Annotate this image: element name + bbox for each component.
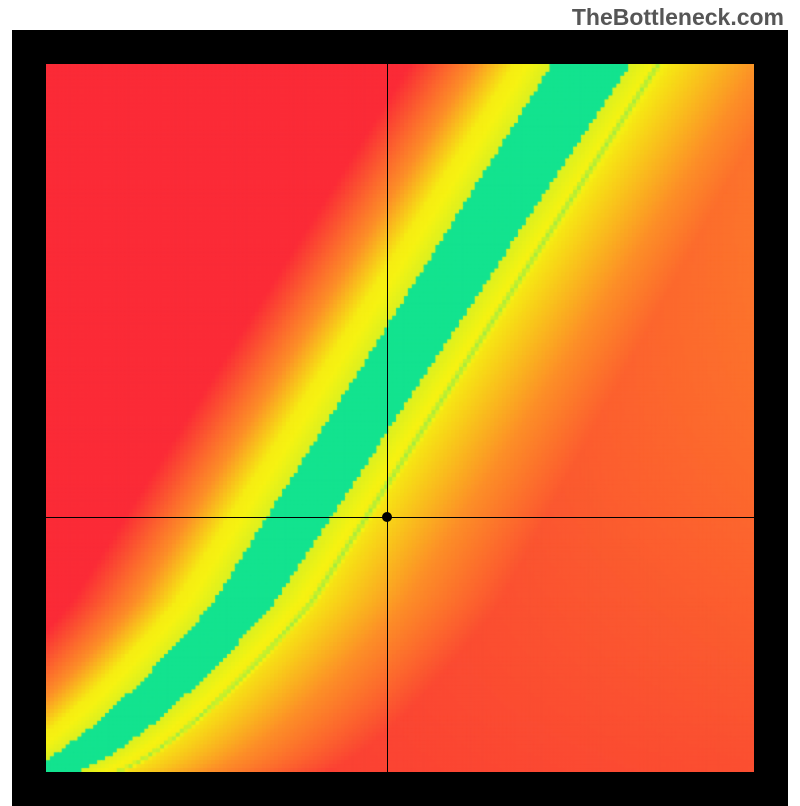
heatmap-canvas xyxy=(46,64,754,772)
crosshair-horizontal xyxy=(46,517,754,518)
heatmap-plot-area xyxy=(46,64,754,772)
crosshair-vertical xyxy=(387,64,388,772)
watermark-text: TheBottleneck.com xyxy=(572,4,784,31)
